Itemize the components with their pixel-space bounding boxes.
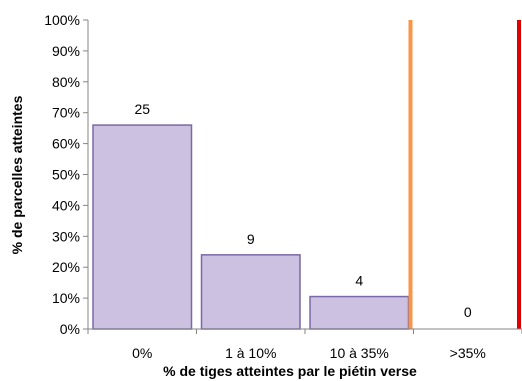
y-tick-label: 20% — [52, 259, 80, 275]
y-tick-label: 60% — [52, 136, 80, 152]
y-tick-label: 30% — [52, 228, 80, 244]
data-label-0: 25 — [134, 101, 150, 117]
bar-1 — [200, 254, 301, 330]
data-label-1: 9 — [247, 231, 255, 247]
x-axis-title: % de tiges atteintes par le piétin verse — [163, 363, 417, 379]
y-tick-label: 70% — [52, 105, 80, 121]
y-tick-label: 0% — [60, 321, 80, 337]
y-axis-ticks: 0% 10% 20% 30% 40% 50% 60% 70% 80% 90% 100% — [44, 12, 88, 337]
x-tick-label: 10 à 35% — [330, 345, 389, 361]
x-tick-label: >35% — [450, 345, 486, 361]
y-tick-label: 80% — [52, 74, 80, 90]
y-tick-label: 50% — [52, 167, 80, 183]
data-labels: 25 9 4 0 — [134, 101, 471, 320]
y-tick-label: 100% — [44, 12, 80, 28]
y-tick-label: 10% — [52, 290, 80, 306]
bar-0 — [92, 124, 193, 330]
x-axis-ticks: 0% 1 à 10% 10 à 35% >35% — [87, 329, 522, 361]
bar-2 — [309, 295, 410, 330]
y-tick-label: 90% — [52, 43, 80, 59]
data-label-2: 4 — [355, 273, 363, 289]
bars — [92, 124, 410, 330]
x-tick-label: 1 à 10% — [225, 345, 276, 361]
data-label-3: 0 — [464, 304, 472, 320]
x-tick-label: 0% — [132, 345, 152, 361]
y-tick-label: 40% — [52, 197, 80, 213]
threshold-lines — [408, 20, 521, 329]
y-axis-title: % de parcelles atteintes — [9, 95, 25, 254]
